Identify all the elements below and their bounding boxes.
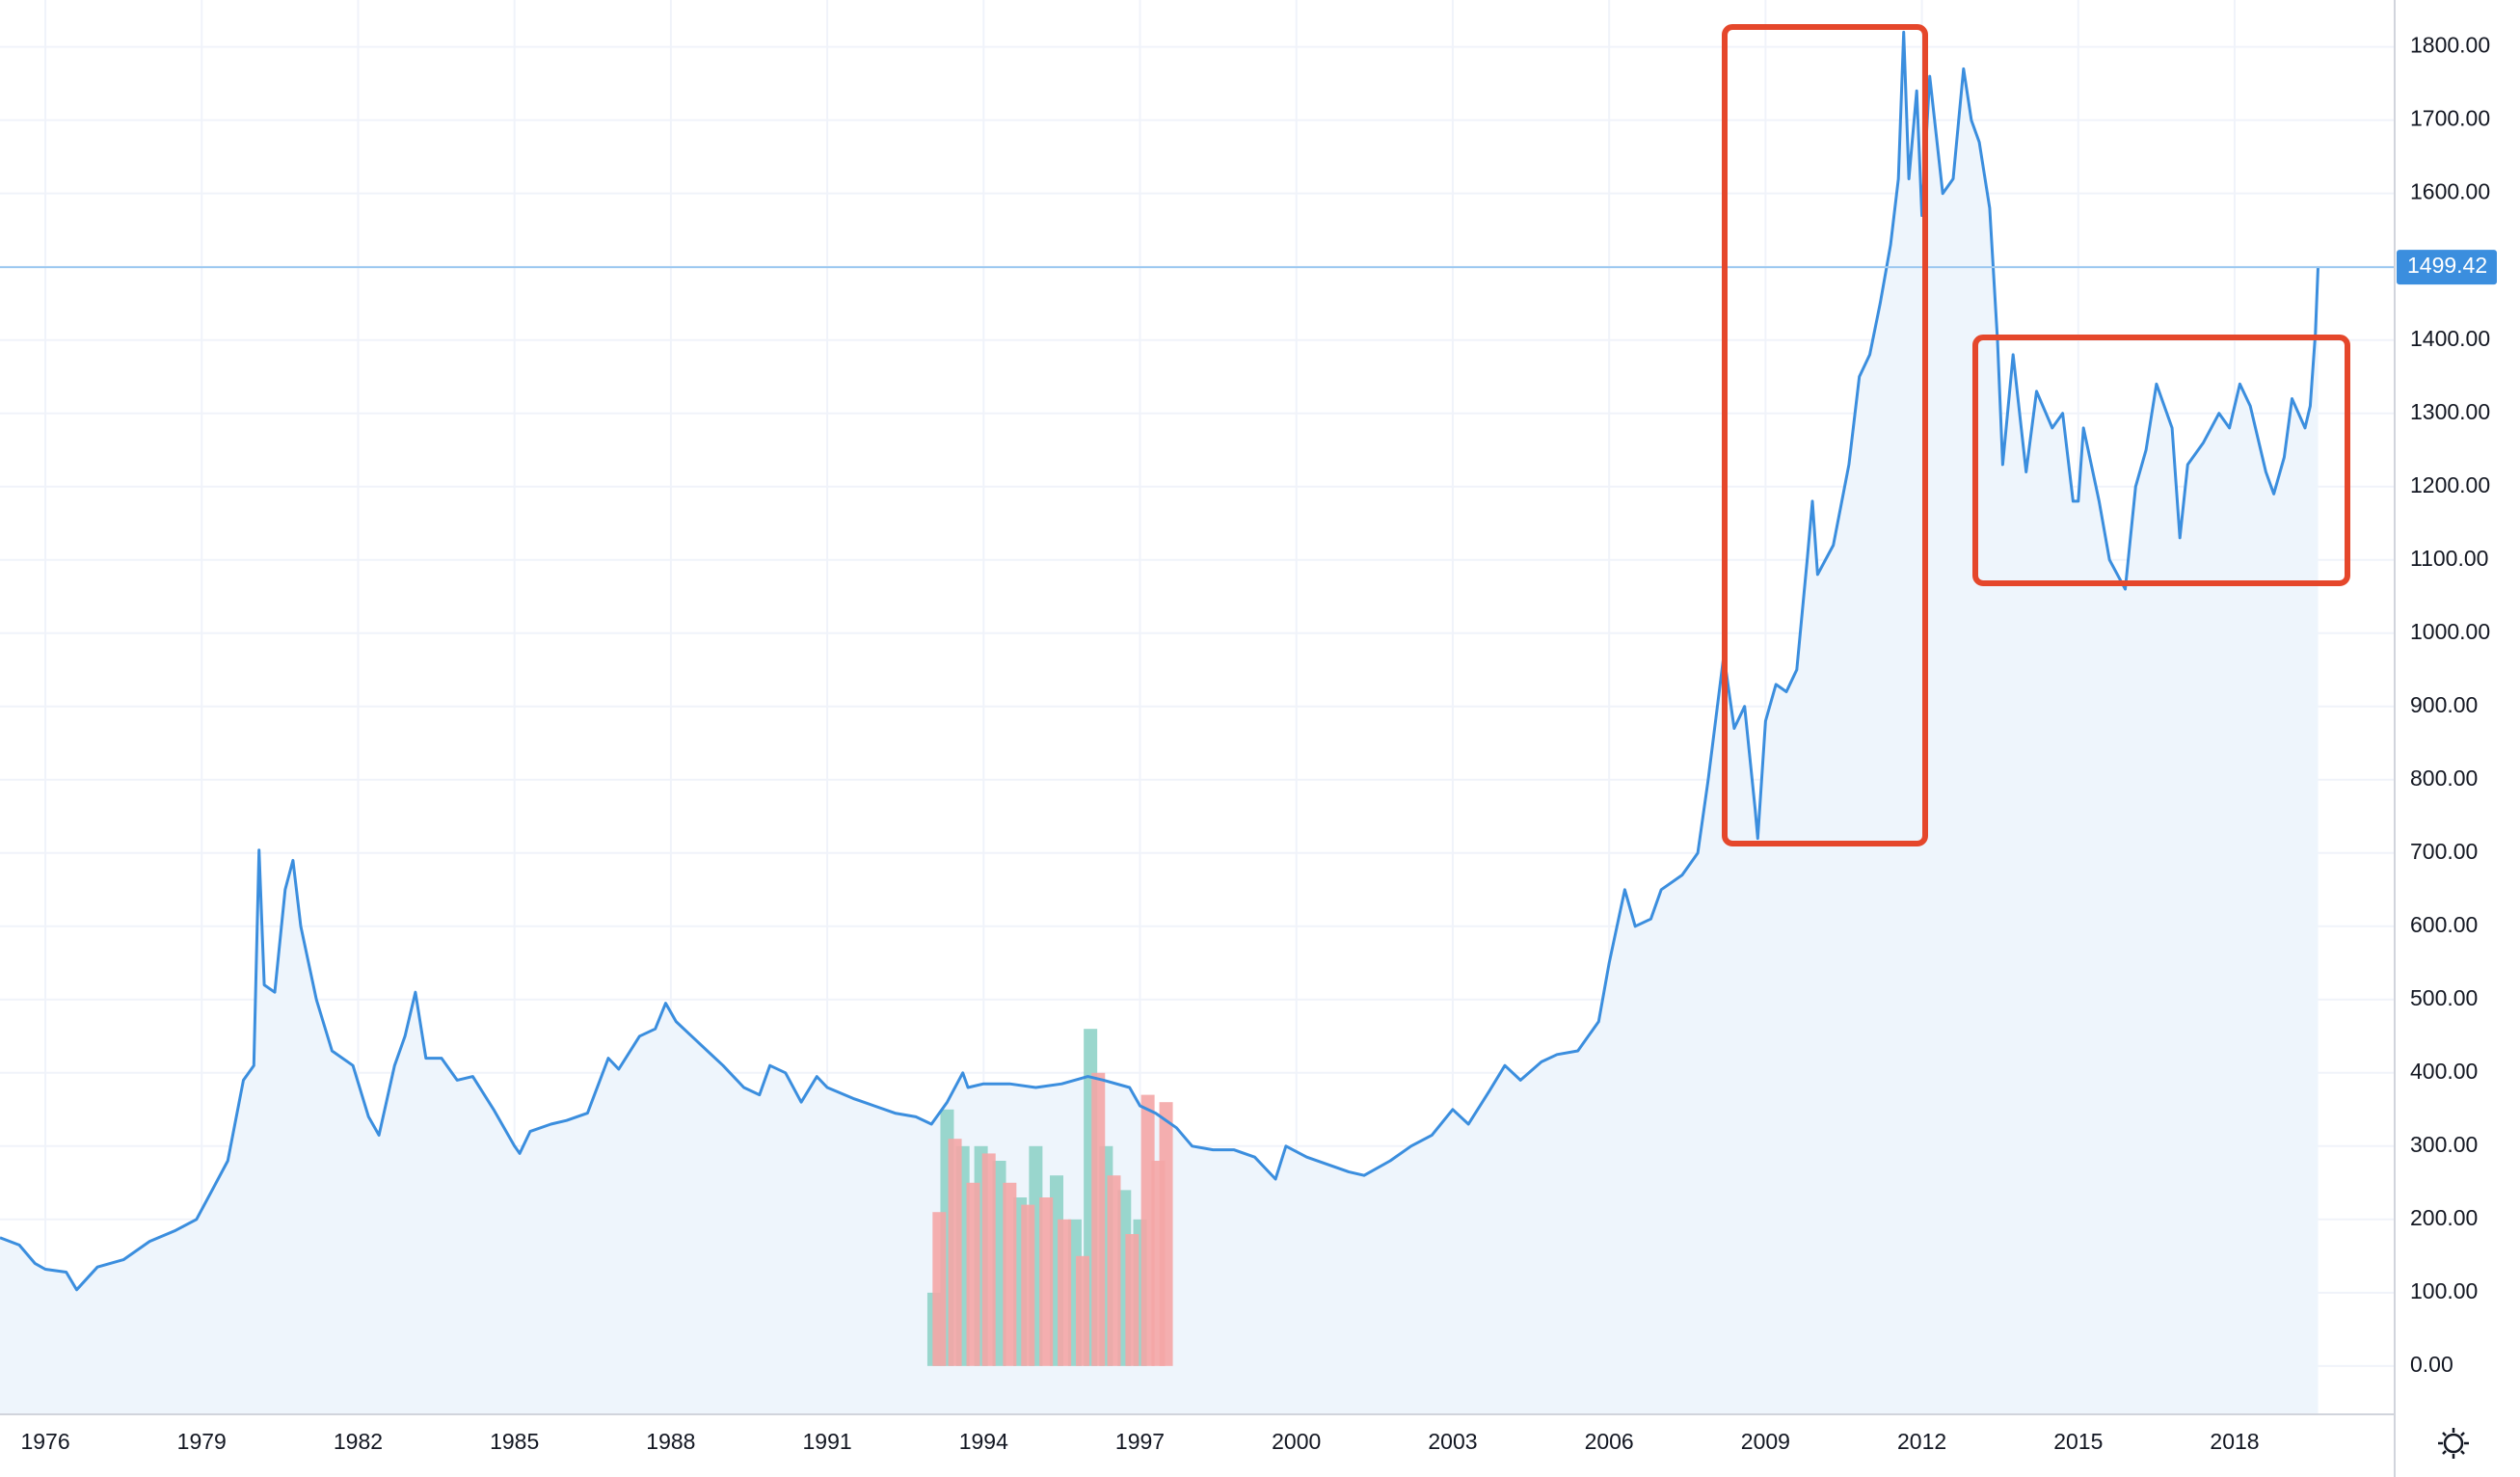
x-tick-label: 1994 bbox=[959, 1429, 1008, 1454]
x-tick-label: 1991 bbox=[803, 1429, 852, 1454]
settings-gear[interactable] bbox=[2438, 1428, 2469, 1459]
plot bbox=[0, 30, 2395, 1414]
price-line bbox=[0, 30, 2319, 1292]
volume-bar bbox=[1058, 1219, 1072, 1366]
x-tick-label: 2006 bbox=[1585, 1429, 1634, 1454]
x-tick-label: 2009 bbox=[1741, 1429, 1790, 1454]
x-tick-label: 1976 bbox=[20, 1429, 69, 1454]
y-tick-label: 0.00 bbox=[2410, 1352, 2453, 1377]
volume-bar bbox=[1140, 1094, 1155, 1366]
x-tick-label: 1997 bbox=[1115, 1429, 1165, 1454]
x-tick-label: 1988 bbox=[646, 1429, 695, 1454]
highlight-box bbox=[1972, 335, 2350, 586]
x-tick-label: 2018 bbox=[2210, 1429, 2259, 1454]
last-price-badge bbox=[2397, 250, 2497, 285]
y-tick-label: 900.00 bbox=[2410, 692, 2478, 717]
x-tick-label: 1982 bbox=[334, 1429, 383, 1454]
x-tick-label: 2000 bbox=[1272, 1429, 1321, 1454]
y-tick-label: 400.00 bbox=[2410, 1059, 2478, 1084]
volume-bar bbox=[1003, 1182, 1017, 1366]
y-tick-label: 800.00 bbox=[2410, 765, 2478, 791]
last-price-label: 1499.42 bbox=[2407, 253, 2487, 278]
volume-bar bbox=[992, 1161, 1006, 1366]
volume-bar bbox=[966, 1182, 980, 1366]
x-tick-label: 2015 bbox=[2053, 1429, 2103, 1454]
volume-bar bbox=[1125, 1234, 1139, 1366]
y-tick-label: 1600.00 bbox=[2410, 179, 2490, 204]
x-tick-label: 1985 bbox=[490, 1429, 539, 1454]
y-tick-label: 1400.00 bbox=[2410, 326, 2490, 351]
y-tick-label: 600.00 bbox=[2410, 912, 2478, 937]
volume-bar bbox=[948, 1139, 962, 1366]
y-tick-label: 1200.00 bbox=[2410, 472, 2490, 497]
x-tick-label: 2003 bbox=[1428, 1429, 1477, 1454]
volume-bar bbox=[1021, 1204, 1035, 1366]
y-tick-label: 1000.00 bbox=[2410, 619, 2490, 644]
x-tick-label: 1979 bbox=[177, 1429, 227, 1454]
highlight-box bbox=[1722, 24, 1928, 846]
y-tick-label: 1700.00 bbox=[2410, 106, 2490, 131]
y-tick-label: 1800.00 bbox=[2410, 33, 2490, 58]
y-tick-label: 1100.00 bbox=[2410, 546, 2488, 571]
axes: 0.00 100.00 200.00 300.00 400.00 500.00 600.00… bbox=[20, 33, 2497, 1454]
y-tick-label: 1300.00 bbox=[2410, 399, 2490, 424]
volume-bar bbox=[1039, 1197, 1054, 1366]
y-tick-label: 100.00 bbox=[2410, 1278, 2478, 1303]
volume-bar bbox=[1091, 1072, 1106, 1366]
x-tick-label: 2012 bbox=[1897, 1429, 1946, 1454]
y-tick-label: 300.00 bbox=[2410, 1132, 2478, 1157]
y-tick-label: 200.00 bbox=[2410, 1205, 2478, 1230]
y-tick-label: 700.00 bbox=[2410, 839, 2478, 864]
volume-bar bbox=[932, 1212, 947, 1366]
volume-bar bbox=[1159, 1102, 1173, 1366]
volume-bar bbox=[1107, 1175, 1121, 1366]
area-fill bbox=[0, 32, 2319, 1414]
y-tick-label: 500.00 bbox=[2410, 985, 2478, 1010]
volume-bar bbox=[981, 1153, 996, 1366]
volume-bar bbox=[1076, 1255, 1090, 1366]
